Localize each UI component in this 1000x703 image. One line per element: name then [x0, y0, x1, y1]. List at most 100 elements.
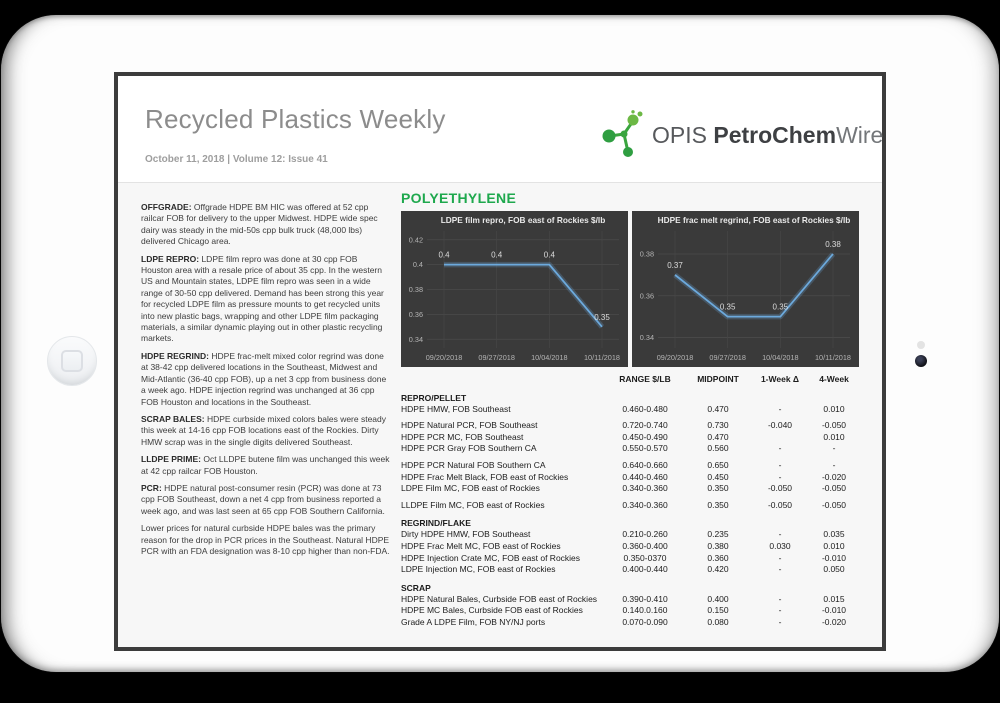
svg-text:10/04/2018: 10/04/2018 [762, 353, 799, 362]
svg-text:HDPE frac melt regrind, FOB e: HDPE frac melt regrind, FOB east of Rock… [658, 215, 851, 225]
home-button[interactable] [47, 336, 97, 386]
svg-text:0.38: 0.38 [640, 250, 654, 259]
svg-text:0.35: 0.35 [594, 313, 610, 322]
value-cell: 0.010 [823, 540, 845, 551]
table-row-group: HDPE Natural Bales, Curbside FOB east of… [401, 594, 859, 629]
line-chart-hdpe-frac-melt-regrind: 0.38 0.36 0.34 09/20/2018 09/27/2018 10/04/20… [632, 211, 859, 367]
svg-text:0.36: 0.36 [409, 310, 423, 319]
table-section-header: REGRIND/FLAKE [401, 518, 471, 529]
table-row: HDPE MC Bales, Curbside FOB east of Rock… [401, 605, 859, 617]
brand-bold: PetroChem [713, 121, 837, 148]
value-cell: 0.010 [823, 431, 845, 442]
table-section-header: SCRAP [401, 582, 431, 593]
value-cell: -0.010 [821, 552, 847, 563]
svg-text:LDPE film repro, FOB east of: LDPE film repro, FOB east of Rockies $/l… [441, 215, 606, 225]
value-cell: 0.470 [707, 403, 729, 414]
value-cell: 0.010 [823, 403, 845, 414]
value-cell: 0.150 [707, 605, 729, 616]
table-row: HDPE PCR Gray FOB Southern CA 0.550-0.570… [401, 443, 859, 455]
product-cell: HDPE HMW, FOB Southeast [401, 403, 511, 414]
svg-text:0.38: 0.38 [825, 240, 841, 249]
value-cell: - [778, 403, 782, 414]
table-row-group: HDPE HMW, FOB Southeast 0.460-0.480 0.470 -… [401, 404, 859, 416]
svg-text:0.42: 0.42 [409, 235, 423, 244]
value-cell: 0.350 [707, 483, 729, 494]
value-cell: 0.080 [707, 616, 729, 627]
value-cell: -0.050 [821, 420, 847, 431]
value-cell: 0.400-0.440 [622, 564, 668, 575]
value-cell: 0.470 [707, 431, 729, 442]
price-table: RANGE $/LB MIDPOINT 1-Week Δ 4-Week REPRO/PE… [401, 374, 859, 634]
brand-logo: OPIS PetroChemWire [602, 110, 883, 160]
svg-text:09/27/2018: 09/27/2018 [709, 353, 746, 362]
value-cell: 0.400 [707, 593, 729, 604]
value-cell: 4-Week [819, 374, 849, 384]
table-row: HDPE HMW, FOB Southeast 0.460-0.480 0.470 -… [401, 404, 859, 416]
svg-text:0.35: 0.35 [720, 303, 736, 312]
value-cell [751, 432, 809, 444]
value-cell: - [778, 471, 782, 482]
product-cell [401, 374, 605, 386]
table-row-group: HDPE Natural PCR, FOB Southeast 0.720-0.7… [401, 420, 859, 455]
table-row: HDPE Natural PCR, FOB Southeast 0.720-0.7… [401, 420, 859, 432]
dateline: October 11, 2018 | Volume 12: Issue 41 [145, 154, 328, 165]
article-paragraph: Lower prices for natural curbside HDPE b… [141, 523, 390, 556]
article-paragraph: OFFGRADE: Offgrade HDPE BM HIC was offer… [141, 202, 378, 247]
product-cell: LDPE Film MC, FOB east of Rockies [401, 483, 540, 494]
product-cell: HDPE Natural PCR, FOB Southeast [401, 420, 538, 431]
table-row: LLDPE Film MC, FOB east of Rockies 0.340-… [401, 500, 859, 512]
value-cell: 0.350 [707, 499, 729, 510]
product-cell: Dirty HDPE HMW, FOB Southeast [401, 529, 531, 540]
table-row: HDPE Injection Crate MC, FOB east of Roc… [401, 553, 859, 565]
svg-text:10/04/2018: 10/04/2018 [531, 353, 568, 362]
brand-light: Wire [836, 121, 884, 148]
value-cell: 0.360-0.400 [622, 540, 668, 551]
value-cell: 0.050 [823, 564, 845, 575]
charts-row: 0.42 0.4 0.38 0.36 0.34 09/20/2018 09/27/2018 1… [401, 211, 859, 367]
table-row-group: HDPE PCR Natural FOB Southern CA 0.640-0.… [401, 460, 859, 495]
table-row: HDPE Frac Melt Black, FOB east of Rockie… [401, 472, 859, 484]
molecule-icon [602, 110, 643, 157]
table-row-group: Dirty HDPE HMW, FOB Southeast 0.210-0.260… [401, 529, 859, 575]
table-row: Dirty HDPE HMW, FOB Southeast 0.210-0.260… [401, 529, 859, 541]
value-cell: 0.640-0.660 [622, 459, 668, 470]
value-cell: 1-Week Δ [760, 374, 800, 384]
value-cell: -0.040 [767, 420, 793, 431]
table-row: LDPE Injection MC, FOB east of Rockies 0.… [401, 564, 859, 576]
value-cell: -0.050 [821, 499, 847, 510]
svg-text:0.4: 0.4 [413, 260, 423, 269]
svg-text:0.4: 0.4 [544, 251, 556, 260]
home-button-square-icon [61, 350, 83, 372]
value-cell: - [778, 529, 782, 540]
svg-text:10/11/2018: 10/11/2018 [815, 353, 851, 362]
article-paragraph: SCRAP BALES: HDPE curbside mixed colors … [141, 413, 387, 447]
value-cell: MIDPOINT [697, 374, 739, 384]
page-title: Recycled Plastics Weekly [145, 104, 446, 134]
value-cell: 0.450 [707, 471, 729, 482]
brand-prefix: OPIS [652, 121, 714, 148]
value-cell: 0.340-0.360 [622, 499, 668, 510]
ambient-sensor-dot [917, 341, 925, 349]
product-cell: HDPE Frac Melt MC, FOB east of Rockies [401, 540, 561, 551]
value-cell: 0.420 [707, 564, 729, 575]
value-cell: 0.730 [707, 420, 729, 431]
value-cell: - [778, 459, 782, 470]
product-cell: HDPE PCR Natural FOB Southern CA [401, 459, 546, 470]
product-cell: HDPE Natural Bales, Curbside FOB east of… [401, 593, 598, 604]
table-section-header: REPRO/PELLET [401, 392, 467, 403]
value-cell: 0.015 [823, 593, 845, 604]
value-cell: - [778, 593, 782, 604]
product-cell: HDPE Frac Melt Black, FOB east of Rockie… [401, 471, 569, 482]
value-cell: -0.020 [821, 616, 847, 627]
table-row: HDPE PCR MC, FOB Southeast 0.450-0.490 0.4… [401, 432, 859, 444]
table-row-group: LLDPE Film MC, FOB east of Rockies 0.340-… [401, 500, 859, 512]
value-cell: 0.720-0.740 [622, 420, 668, 431]
value-cell: 0.140.0.160 [622, 605, 668, 616]
product-cell: LDPE Injection MC, FOB east of Rockies [401, 564, 556, 575]
product-cell: HDPE Injection Crate MC, FOB east of Roc… [401, 552, 581, 563]
svg-text:0.37: 0.37 [667, 261, 683, 270]
value-cell: - [778, 552, 782, 563]
table-row: LDPE Film MC, FOB east of Rockies 0.340-0… [401, 483, 859, 495]
